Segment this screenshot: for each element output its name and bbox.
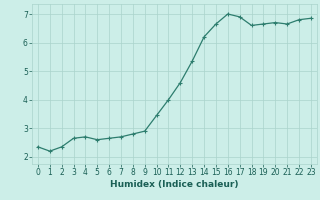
X-axis label: Humidex (Indice chaleur): Humidex (Indice chaleur) — [110, 180, 239, 189]
